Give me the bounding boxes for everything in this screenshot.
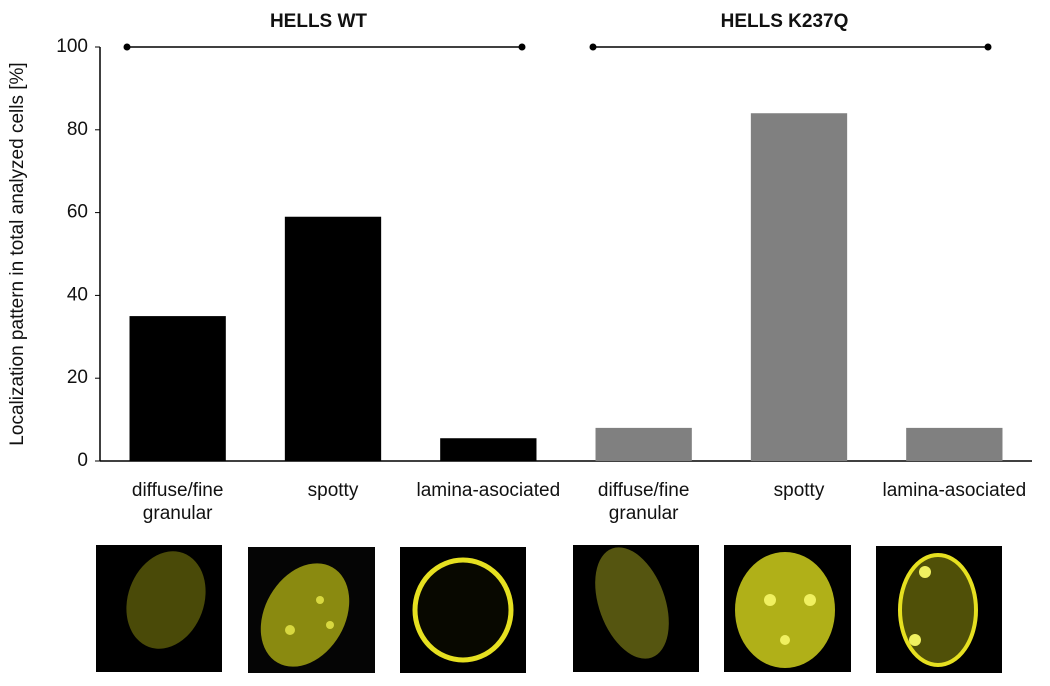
bracket-end	[984, 43, 992, 51]
y-tick-label: 80	[67, 119, 88, 140]
x-tick-label: spotty	[774, 480, 825, 501]
x-tick-label: granular	[143, 503, 213, 524]
bar	[595, 427, 692, 461]
bracket-end	[123, 43, 131, 51]
bar	[906, 427, 1003, 461]
y-tick-label: 40	[67, 284, 88, 305]
legend-label: HELLS K237Q	[721, 11, 849, 32]
y-tick-label: 60	[67, 202, 88, 223]
y-axis-label: Localization pattern in total analyzed c…	[7, 62, 28, 445]
y-tick-label: 100	[56, 36, 88, 57]
x-tick-label: lamina-asociated	[417, 480, 561, 501]
y-tick-label: 0	[77, 450, 88, 471]
x-tick-label: diffuse/fine	[132, 480, 224, 501]
bracket-end	[589, 43, 597, 51]
legend-label: HELLS WT	[270, 11, 367, 32]
x-tick-label: spotty	[308, 480, 359, 501]
bar	[440, 438, 537, 461]
bar	[129, 316, 226, 461]
y-tick-label: 20	[67, 367, 88, 388]
bar	[750, 113, 848, 462]
micrographs	[96, 545, 1002, 673]
x-tick-label: lamina-asociated	[883, 480, 1027, 501]
bracket-end	[518, 43, 526, 51]
x-tick-label: granular	[609, 503, 679, 524]
bar	[284, 216, 382, 461]
x-tick-label: diffuse/fine	[598, 480, 690, 501]
